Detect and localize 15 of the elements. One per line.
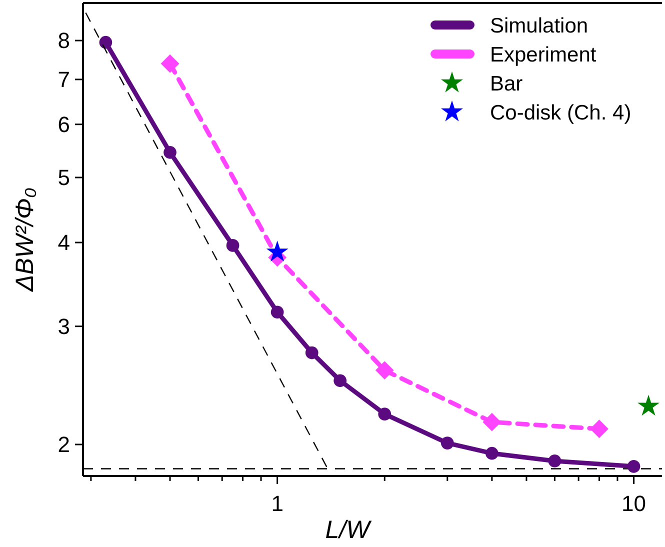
x-tick-label: 10 bbox=[622, 491, 646, 516]
y-tick-label: 8 bbox=[58, 28, 70, 54]
y-tick-label: 7 bbox=[58, 67, 70, 92]
y-tick-label: 4 bbox=[58, 230, 70, 256]
legend-label: Simulation bbox=[490, 14, 588, 38]
x-axis-title: L/W bbox=[325, 516, 372, 544]
y-tick-label: 2 bbox=[58, 432, 70, 458]
y-tick-label: 3 bbox=[58, 314, 70, 340]
y-tick-label: 5 bbox=[58, 165, 70, 190]
legend-label: Co-disk (Ch. 4) bbox=[490, 101, 632, 124]
legend-label: Bar bbox=[490, 72, 523, 96]
x-tick-label: 1 bbox=[271, 491, 284, 516]
legend-label: Experiment bbox=[490, 43, 596, 66]
y-tick-label: 6 bbox=[58, 112, 70, 138]
y-axis-title: ΔBW²/Φ₀ bbox=[11, 188, 39, 292]
